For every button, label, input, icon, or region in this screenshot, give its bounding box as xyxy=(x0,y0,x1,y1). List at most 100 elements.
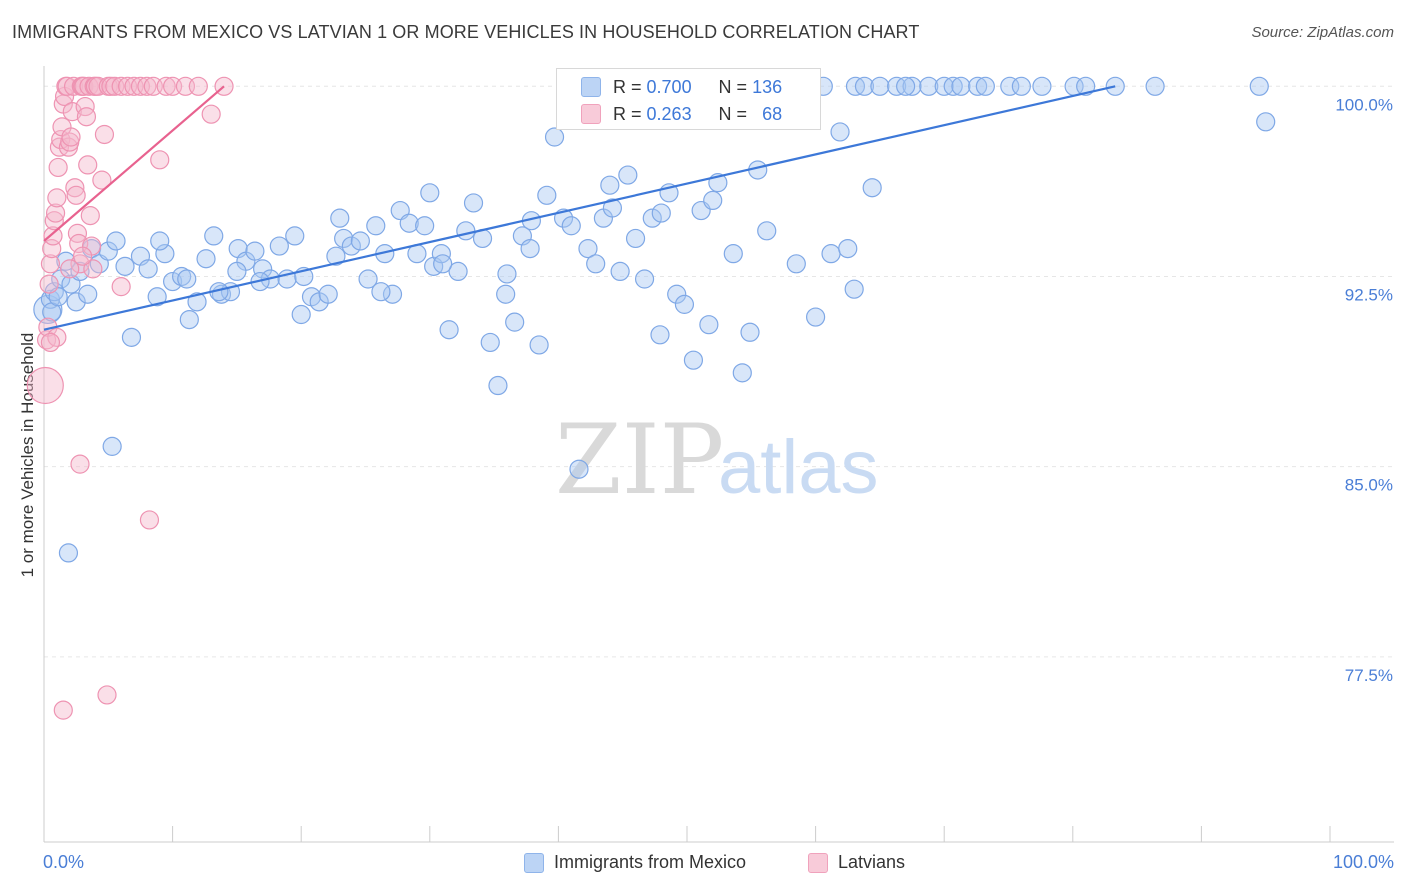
point-latvians xyxy=(39,274,59,294)
point-mexico xyxy=(854,76,875,96)
point-mexico xyxy=(951,76,971,96)
point-mexico xyxy=(253,259,273,279)
point-mexico xyxy=(1000,76,1020,96)
point-latvians xyxy=(43,226,63,246)
point-mexico xyxy=(78,284,98,304)
point-mexico xyxy=(350,231,370,251)
watermark-atlas: atlas xyxy=(718,425,879,510)
point-latvians xyxy=(94,124,115,145)
point-latvians xyxy=(92,170,112,190)
point-latvians xyxy=(40,332,61,353)
n-label: N = xyxy=(718,76,748,97)
r-value-mexico: 0.700 xyxy=(646,76,692,97)
legend-label-latvians: Latvians xyxy=(838,852,906,872)
point-latvians xyxy=(48,157,68,178)
point-mexico xyxy=(651,203,671,223)
watermark: ZIP atlas xyxy=(555,404,879,516)
legend-label-mexico: Immigrants from Mexico xyxy=(554,852,747,872)
point-latvians xyxy=(26,366,64,405)
point-latvians xyxy=(47,327,67,347)
point-latvians xyxy=(60,259,80,279)
stats-row-mexico: R = 0.700 N = 136 xyxy=(581,73,782,101)
point-mexico xyxy=(1145,76,1165,96)
point-mexico xyxy=(399,213,419,233)
x-tick-left: 0.0% xyxy=(43,852,85,872)
point-mexico xyxy=(196,249,216,269)
point-latvians xyxy=(44,211,64,231)
point-mexico xyxy=(58,543,79,563)
point-latvians xyxy=(83,259,103,279)
point-latvians xyxy=(74,76,94,96)
bottom-legend: Immigrants from Mexico Latvians xyxy=(0,852,1406,876)
point-mexico xyxy=(683,350,704,370)
point-mexico xyxy=(172,266,192,287)
axes xyxy=(43,66,1394,843)
point-mexico xyxy=(420,183,440,203)
point-mexico xyxy=(1256,112,1276,132)
point-mexico xyxy=(821,244,841,264)
point-latvians xyxy=(70,254,90,274)
trend-line-mexico xyxy=(43,85,1116,331)
point-latvians xyxy=(53,700,73,720)
point-latvians xyxy=(150,150,170,170)
point-mexico xyxy=(358,269,378,289)
swatch-mexico xyxy=(581,77,601,97)
y-tick-label: 92.5% xyxy=(1345,285,1393,304)
point-mexico xyxy=(896,76,916,96)
watermark-zip: ZIP xyxy=(555,404,724,516)
point-mexico xyxy=(870,76,890,96)
x-tick-right: 100.0% xyxy=(1332,852,1394,872)
point-mexico xyxy=(602,198,623,218)
n-value-latvians: 68 xyxy=(762,103,783,124)
point-mexico xyxy=(674,294,695,314)
point-mexico xyxy=(439,320,459,340)
point-mexico xyxy=(497,264,517,284)
legend-swatch-mexico xyxy=(524,852,544,873)
point-mexico xyxy=(919,76,939,96)
point-latvians xyxy=(76,107,97,127)
point-latvians xyxy=(40,254,61,274)
point-mexico xyxy=(578,238,598,259)
point-mexico xyxy=(163,271,183,292)
point-mexico xyxy=(33,294,63,325)
y-tick-label: 100.0% xyxy=(1335,95,1393,114)
point-mexico xyxy=(179,309,199,330)
point-mexico xyxy=(187,292,207,312)
point-mexico xyxy=(862,178,882,198)
point-mexico xyxy=(586,254,606,274)
point-mexico xyxy=(844,279,864,299)
point-mexico xyxy=(371,282,391,302)
point-latvians xyxy=(61,127,81,147)
point-mexico xyxy=(642,208,662,228)
point-mexico xyxy=(318,284,338,304)
point-latvians xyxy=(75,96,95,117)
point-mexico xyxy=(610,261,630,282)
point-mexico xyxy=(723,244,743,264)
point-latvians xyxy=(47,188,67,208)
point-latvians xyxy=(70,454,90,474)
legend-item-mexico[interactable]: Immigrants from Mexico xyxy=(524,852,746,873)
point-mexico xyxy=(1032,76,1052,96)
point-mexico xyxy=(177,269,197,289)
point-latvians xyxy=(111,277,131,297)
point-mexico xyxy=(505,312,525,332)
point-mexico xyxy=(341,236,361,256)
point-mexico xyxy=(334,228,354,249)
point-mexico xyxy=(561,216,581,236)
r-label: R = xyxy=(613,76,642,97)
point-mexico xyxy=(634,269,655,289)
point-latvians xyxy=(201,104,221,124)
point-mexico xyxy=(204,226,224,246)
point-mexico xyxy=(650,325,670,345)
point-mexico xyxy=(115,256,135,276)
point-mexico xyxy=(740,322,760,342)
point-mexico xyxy=(382,284,403,304)
point-mexico xyxy=(703,190,723,211)
point-mexico xyxy=(285,226,305,246)
point-latvians xyxy=(72,246,93,266)
point-mexico xyxy=(155,244,175,264)
point-mexico xyxy=(463,193,484,213)
point-mexico xyxy=(838,238,858,259)
legend-item-latvians[interactable]: Latvians xyxy=(808,852,905,873)
